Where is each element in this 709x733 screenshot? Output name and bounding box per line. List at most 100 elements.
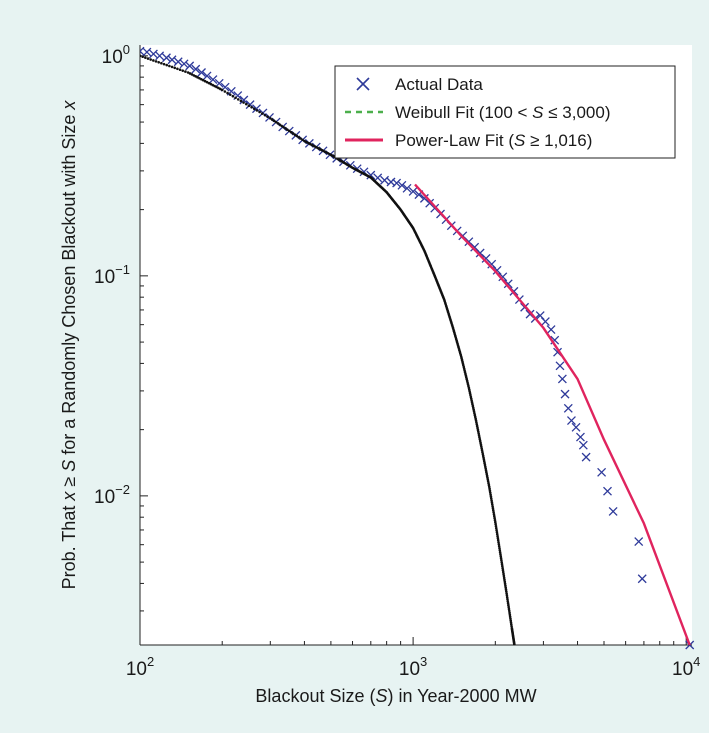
x-marker-stroke bbox=[637, 574, 647, 584]
weibull-fit-dot bbox=[287, 129, 291, 133]
axis-label-part: Prob. That bbox=[59, 501, 79, 590]
x-marker-stroke bbox=[397, 180, 407, 190]
weibull-fit-dot bbox=[242, 101, 245, 104]
data-point-x-marker bbox=[576, 432, 585, 442]
weibull-fit-dot bbox=[286, 128, 289, 131]
weibull-fit-dot bbox=[510, 625, 513, 628]
weibull-fit-dot bbox=[489, 497, 493, 500]
weibull-fit-dot bbox=[168, 64, 171, 68]
weibull-fit-dot bbox=[509, 619, 513, 622]
x-marker-stroke bbox=[475, 248, 485, 258]
weibull-fit-dot bbox=[293, 133, 297, 137]
weibull-fit-dot bbox=[489, 493, 492, 496]
weibull-fit-dot bbox=[503, 582, 507, 586]
weibull-fit-dot bbox=[503, 580, 507, 584]
weibull-fit-dot bbox=[228, 93, 232, 96]
legend-label-part: S bbox=[514, 131, 526, 150]
x-tick-label: 103 bbox=[399, 654, 427, 680]
data-point-x-marker bbox=[597, 467, 607, 477]
weibull-fit-dot bbox=[269, 117, 272, 120]
x-marker-stroke bbox=[239, 95, 249, 105]
weibull-fit-dot bbox=[184, 70, 187, 73]
data-point-x-marker bbox=[366, 170, 376, 180]
weibull-fit-dot bbox=[234, 96, 237, 100]
data-point-x-marker bbox=[571, 422, 581, 432]
x-marker-stroke bbox=[503, 279, 513, 289]
tick-label-base: 10 bbox=[399, 659, 420, 680]
x-marker-stroke bbox=[464, 237, 474, 247]
weibull-fit-dot bbox=[491, 509, 495, 512]
x-tick-label: 104 bbox=[672, 654, 700, 680]
x-marker-stroke bbox=[535, 311, 545, 321]
weibull-fit-dot bbox=[502, 572, 505, 576]
weibull-fit-dot bbox=[260, 112, 264, 115]
weibull-fit-dot bbox=[508, 611, 511, 615]
tick-label-base: 10 bbox=[126, 659, 147, 680]
weibull-fit-dot bbox=[220, 88, 224, 92]
weibull-fit-dot bbox=[501, 570, 505, 574]
x-marker-stroke bbox=[380, 175, 390, 185]
weibull-fit-dot bbox=[507, 603, 510, 607]
data-point-x-marker bbox=[208, 75, 218, 85]
weibull-fit-dot bbox=[506, 601, 510, 605]
data-point-x-marker bbox=[578, 440, 588, 450]
weibull-fit-dot bbox=[487, 485, 491, 489]
x-marker-stroke bbox=[560, 389, 570, 399]
weibull-fit-dot bbox=[506, 599, 510, 603]
weibull-fit-dot bbox=[492, 512, 496, 516]
weibull-fit-dot bbox=[509, 621, 513, 624]
weibull-fit-dot bbox=[270, 118, 274, 121]
x-marker-stroke bbox=[555, 361, 565, 371]
x-marker-stroke bbox=[419, 193, 429, 203]
weibull-fit-dot bbox=[502, 574, 506, 578]
weibull-fit-dot bbox=[173, 66, 177, 70]
tick-label-exponent: 0 bbox=[123, 42, 130, 57]
data-point-x-marker bbox=[185, 61, 195, 71]
weibull-fit-dot bbox=[299, 137, 302, 140]
axis-label-part: x bbox=[59, 491, 79, 502]
weibull-fit-dot bbox=[498, 549, 502, 552]
weibull-fit-dot bbox=[501, 566, 504, 570]
weibull-fit-dot bbox=[493, 514, 496, 518]
tick-label-exponent: −1 bbox=[115, 262, 130, 277]
tick-label-base: 10 bbox=[102, 47, 123, 68]
x-marker-stroke bbox=[525, 309, 535, 319]
weibull-fit-dot bbox=[181, 69, 185, 72]
data-point-x-marker bbox=[608, 506, 618, 516]
tick-label-base: 10 bbox=[672, 659, 693, 680]
weibull-fit-dot bbox=[274, 120, 278, 124]
legend-label-part: ≤ 3,000) bbox=[544, 103, 611, 122]
weibull-fit-dot bbox=[500, 562, 504, 566]
x-tick-label: 102 bbox=[126, 654, 154, 680]
weibull-fit-dot bbox=[272, 119, 276, 123]
data-point-x-marker bbox=[191, 64, 201, 74]
weibull-fit-dot bbox=[154, 60, 158, 63]
x-marker-stroke bbox=[576, 432, 585, 442]
weibull-fit-dot bbox=[165, 63, 169, 67]
weibull-fit-dot bbox=[144, 56, 147, 59]
weibull-fit-dot bbox=[513, 642, 516, 646]
x-marker-stroke bbox=[566, 416, 576, 425]
weibull-fit-dot bbox=[504, 586, 508, 589]
tick-label-base: 10 bbox=[94, 267, 115, 288]
weibull-fit-dot bbox=[297, 135, 301, 139]
weibull-fit-dot bbox=[250, 105, 253, 109]
x-marker-stroke bbox=[553, 347, 563, 357]
weibull-fit-dot bbox=[508, 615, 512, 619]
weibull-fit-dot bbox=[495, 528, 498, 532]
weibull-fit-dot bbox=[498, 546, 501, 550]
legend-label: Power-Law Fit (S ≥ 1,016) bbox=[395, 131, 592, 150]
x-marker-stroke bbox=[140, 50, 145, 56]
x-marker-stroke bbox=[352, 164, 362, 174]
x-marker-stroke bbox=[185, 61, 195, 71]
weibull-fit-dot bbox=[496, 534, 499, 538]
x-marker-stroke bbox=[557, 374, 567, 384]
x-marker-stroke bbox=[487, 259, 497, 269]
weibull-fit-dot bbox=[488, 491, 492, 494]
weibull-fit-dot bbox=[497, 542, 501, 546]
weibull-fit-dot bbox=[504, 584, 507, 587]
weibull-fit-dot bbox=[496, 536, 500, 540]
data-point-x-marker bbox=[226, 86, 236, 96]
x-marker-stroke bbox=[252, 104, 261, 114]
x-marker-stroke bbox=[685, 640, 695, 650]
